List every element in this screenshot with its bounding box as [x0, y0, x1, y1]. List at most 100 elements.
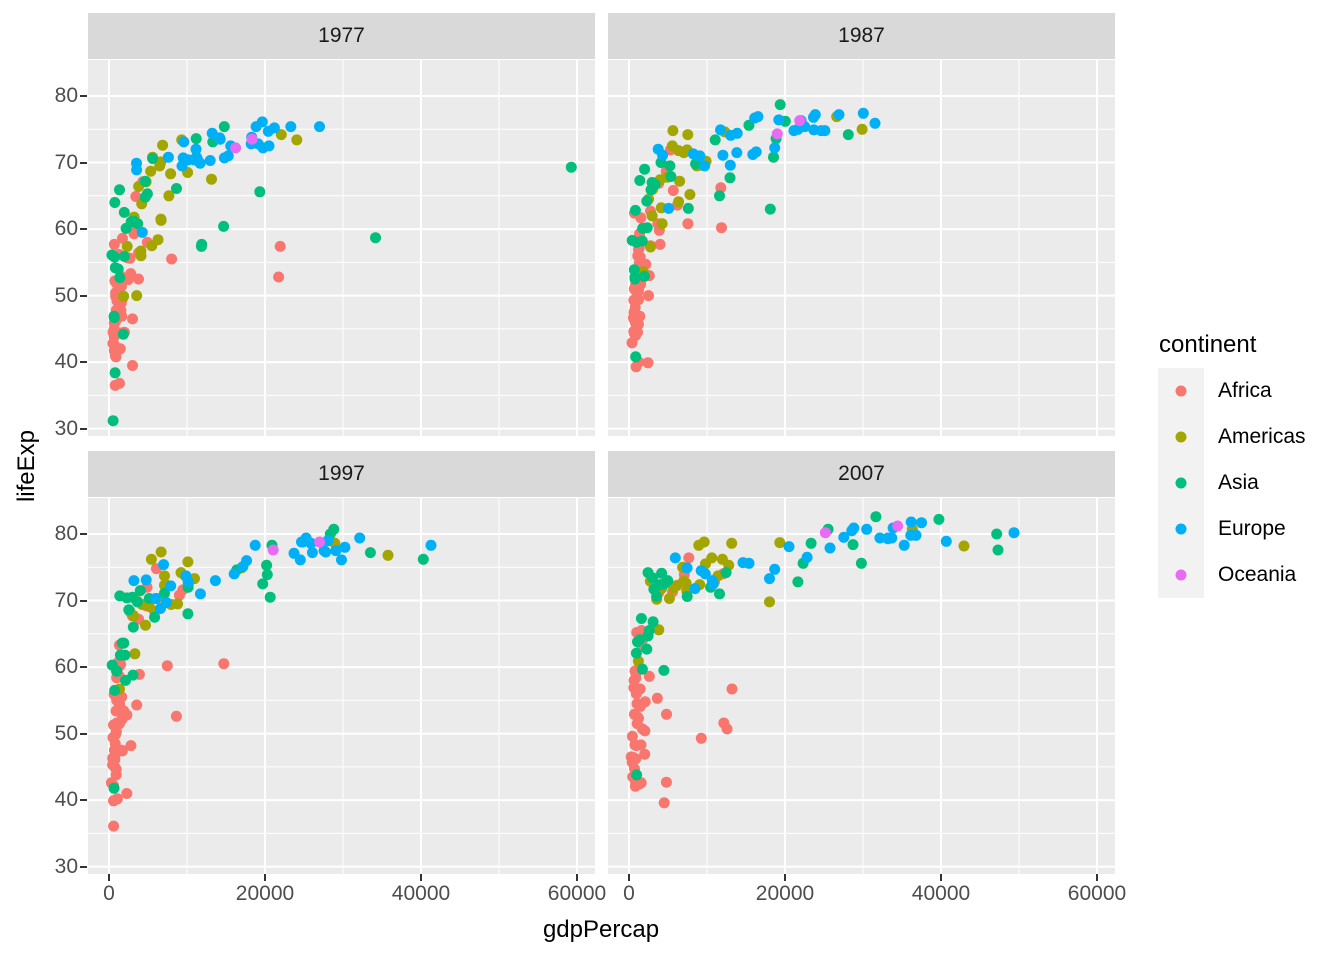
facet-panel-1997 — [88, 498, 595, 874]
data-point-africa — [125, 268, 137, 280]
data-point-asia — [119, 649, 131, 661]
data-point-africa — [127, 360, 138, 371]
x-tick-label: 20000 — [235, 882, 295, 905]
legend-item-americas: Americas — [1158, 414, 1306, 460]
data-point-asia — [630, 647, 642, 659]
data-point-asia — [127, 621, 139, 633]
data-point-asia — [147, 153, 159, 164]
data-point-oceania — [230, 142, 242, 154]
data-point-africa — [718, 717, 730, 729]
data-point-europe — [838, 531, 850, 543]
y-tick-mark — [80, 94, 87, 97]
data-point-americas — [145, 165, 157, 177]
data-point-europe — [214, 133, 226, 145]
data-point-asia — [134, 585, 146, 597]
data-point-europe — [657, 149, 669, 161]
data-point-europe — [158, 559, 170, 571]
data-point-asia — [646, 177, 658, 188]
data-point-asia — [108, 782, 120, 794]
y-tick-mark — [80, 732, 87, 735]
x-tick-mark — [939, 874, 942, 881]
data-point-americas — [684, 189, 696, 200]
data-point-europe — [724, 159, 736, 171]
x-tick-mark — [783, 874, 786, 881]
data-point-europe — [320, 546, 332, 558]
data-point-asia — [109, 684, 121, 696]
data-point-americas — [764, 596, 775, 608]
data-point-europe — [848, 522, 860, 534]
data-point-asia — [842, 129, 854, 141]
x-tick-label: 40000 — [391, 882, 451, 905]
legend-key — [1158, 506, 1204, 552]
data-point-africa — [642, 357, 654, 369]
data-point-europe — [155, 603, 166, 614]
data-point-europe — [128, 575, 140, 587]
data-point-asia — [636, 663, 648, 675]
data-point-asia — [709, 134, 721, 146]
data-point-europe — [669, 552, 681, 564]
data-point-americas — [131, 290, 143, 302]
data-point-americas — [680, 577, 692, 589]
data-point-africa — [108, 323, 120, 335]
data-point-europe — [285, 121, 297, 133]
data-point-europe — [330, 545, 342, 557]
data-point-europe — [188, 154, 200, 166]
data-point-asia — [630, 351, 642, 363]
legend-key — [1158, 460, 1204, 506]
data-point-asia — [254, 186, 266, 198]
y-tick-label: 60 — [54, 655, 78, 679]
data-point-africa — [108, 238, 120, 250]
y-tick-mark — [80, 294, 87, 297]
x-tick-mark — [263, 874, 266, 881]
data-point-asia — [111, 665, 123, 677]
data-point-europe — [1008, 527, 1020, 539]
legend-item-label: Africa — [1218, 379, 1272, 402]
data-point-asia — [847, 539, 859, 551]
data-point-europe — [764, 573, 775, 585]
data-point-americas — [674, 175, 686, 187]
data-point-europe — [150, 593, 162, 604]
data-point-africa — [661, 708, 672, 720]
data-point-oceania — [819, 527, 831, 539]
data-point-africa — [274, 240, 286, 252]
data-point-asia — [654, 579, 666, 591]
data-point-asia — [636, 235, 648, 247]
data-point-europe — [809, 109, 821, 121]
data-point-asia — [127, 591, 138, 603]
data-point-asia — [631, 769, 643, 781]
data-point-africa — [654, 238, 666, 250]
data-point-europe — [783, 541, 795, 553]
data-point-asia — [641, 222, 653, 234]
data-point-africa — [726, 683, 738, 695]
y-tick-mark — [80, 599, 87, 602]
data-point-asia — [641, 643, 653, 655]
legend-item-africa: Africa — [1158, 368, 1306, 414]
data-point-europe — [869, 117, 881, 129]
data-point-africa — [630, 740, 642, 752]
facet-strip-label: 1977 — [318, 24, 365, 47]
data-point-europe — [268, 122, 280, 134]
data-point-africa — [634, 310, 646, 322]
data-point-africa — [114, 343, 126, 355]
x-tick-mark — [575, 874, 578, 881]
data-point-europe — [905, 516, 917, 528]
facet-strip-1987: 1987 — [608, 13, 1115, 59]
data-point-africa — [127, 313, 138, 325]
legend-dot-icon — [1175, 523, 1187, 535]
data-point-africa — [166, 253, 178, 265]
y-tick-label: 70 — [54, 150, 78, 174]
data-point-africa — [170, 710, 182, 722]
data-point-europe — [752, 111, 764, 123]
data-point-europe — [699, 568, 711, 580]
data-point-asia — [855, 557, 867, 569]
data-point-africa — [130, 191, 142, 202]
data-point-africa — [633, 284, 644, 296]
data-point-europe — [699, 160, 711, 172]
legend-key — [1158, 414, 1204, 460]
data-point-africa — [626, 730, 638, 742]
legend-dot-icon — [1175, 477, 1187, 489]
data-point-africa — [643, 670, 655, 682]
data-point-europe — [131, 157, 142, 169]
data-point-asia — [720, 567, 732, 579]
legend-items: Africa Americas Asia Europe Oceania — [1158, 368, 1306, 598]
